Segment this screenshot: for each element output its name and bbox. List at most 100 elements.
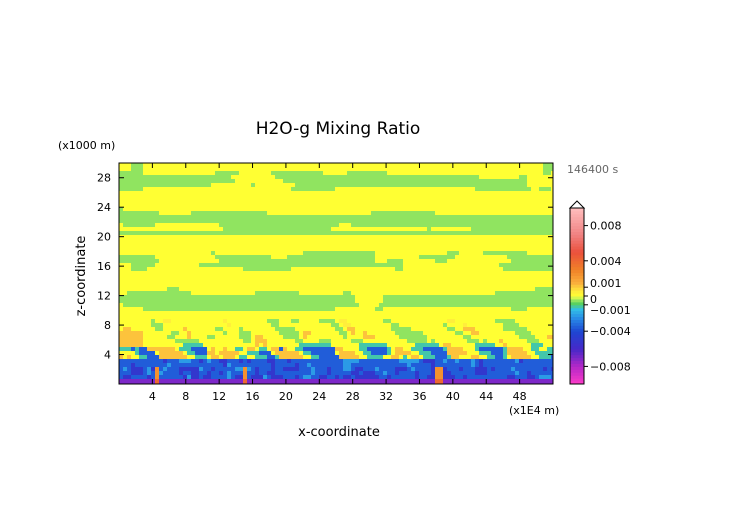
heatmap-cell	[391, 199, 396, 204]
heatmap-cell	[519, 335, 524, 340]
heatmap-cell	[447, 175, 452, 180]
heatmap-cell	[223, 335, 228, 340]
heatmap-cell	[183, 207, 188, 212]
heatmap-cell	[323, 251, 328, 256]
heatmap-cell	[291, 179, 296, 184]
heatmap-cell	[431, 299, 436, 304]
heatmap-cell	[231, 195, 236, 200]
heatmap-cell	[331, 191, 336, 196]
heatmap-cell	[123, 335, 128, 340]
heatmap-cell	[195, 227, 200, 232]
heatmap-cell	[239, 279, 244, 284]
heatmap-cell	[283, 163, 288, 168]
heatmap-cell	[131, 203, 136, 208]
heatmap-cell	[215, 203, 220, 208]
heatmap-cell	[447, 191, 452, 196]
heatmap-cell	[215, 251, 220, 256]
heatmap-cell	[515, 255, 520, 260]
heatmap-cell	[327, 247, 332, 252]
heatmap-cell	[491, 163, 496, 168]
heatmap-cell	[175, 327, 180, 332]
heatmap-cell	[371, 239, 376, 244]
heatmap-cell	[243, 291, 248, 296]
heatmap-cell	[119, 291, 124, 296]
heatmap-cell	[315, 295, 320, 300]
heatmap-cell	[323, 283, 328, 288]
heatmap-cell	[547, 247, 552, 252]
heatmap-cell	[239, 267, 244, 272]
heatmap-cell	[431, 331, 436, 336]
heatmap-cell	[275, 175, 280, 180]
heatmap-cell	[499, 255, 504, 260]
heatmap-cell	[415, 263, 420, 268]
heatmap-cell	[119, 267, 124, 272]
heatmap-cell	[143, 299, 148, 304]
heatmap-cell	[375, 287, 380, 292]
heatmap-cell	[423, 219, 428, 224]
heatmap-cell	[135, 243, 140, 248]
heatmap-cell	[259, 307, 264, 312]
heatmap-cell	[279, 235, 284, 240]
heatmap-cell	[331, 279, 336, 284]
heatmap-cell	[467, 223, 472, 228]
heatmap-cell	[495, 299, 500, 304]
heatmap-cell	[143, 335, 148, 340]
heatmap-cell	[167, 311, 172, 316]
heatmap-cell	[179, 323, 184, 328]
heatmap-cell	[219, 327, 224, 332]
heatmap-cell	[155, 203, 160, 208]
heatmap-cell	[411, 231, 416, 236]
heatmap-cell	[147, 251, 152, 256]
heatmap-cell	[347, 295, 352, 300]
heatmap-cell	[155, 267, 160, 272]
heatmap-cell	[419, 171, 424, 176]
heatmap-cell	[395, 183, 400, 188]
heatmap-cell	[435, 255, 440, 260]
heatmap-cell	[131, 243, 136, 248]
heatmap-cell	[499, 315, 504, 320]
heatmap-cell	[123, 323, 128, 328]
heatmap-cell	[547, 275, 552, 280]
heatmap-cell	[495, 295, 500, 300]
heatmap-cell	[407, 327, 412, 332]
heatmap-cell	[343, 207, 348, 212]
heatmap-cell	[159, 191, 164, 196]
heatmap-cell	[159, 243, 164, 248]
heatmap-cell	[431, 287, 436, 292]
heatmap-cell	[467, 231, 472, 236]
heatmap-cell	[135, 303, 140, 308]
heatmap-cell	[343, 331, 348, 336]
heatmap-cell	[271, 343, 276, 348]
heatmap-cell	[539, 319, 544, 324]
heatmap-cell	[455, 215, 460, 220]
heatmap-cell	[343, 239, 348, 244]
heatmap-cell	[483, 331, 488, 336]
heatmap-cell	[391, 275, 396, 280]
heatmap-cell	[283, 319, 288, 324]
heatmap-cell	[279, 175, 284, 180]
heatmap-cell	[143, 183, 148, 188]
heatmap-cell	[311, 223, 316, 228]
heatmap-cell	[479, 203, 484, 208]
heatmap-cell	[159, 303, 164, 308]
heatmap-cell	[551, 167, 553, 172]
heatmap-cell	[311, 175, 316, 180]
heatmap-cell	[507, 179, 512, 184]
heatmap-cell	[435, 307, 440, 312]
heatmap-cell	[287, 295, 292, 300]
heatmap-cell	[463, 315, 468, 320]
heatmap-cell	[535, 251, 540, 256]
heatmap-cell	[139, 171, 144, 176]
heatmap-cell	[411, 187, 416, 192]
heatmap-cell	[247, 263, 252, 268]
heatmap-cell	[223, 299, 228, 304]
heatmap-cell	[499, 167, 504, 172]
heatmap-cell	[119, 195, 124, 200]
heatmap-cell	[275, 171, 280, 176]
heatmap-cell	[499, 283, 504, 288]
heatmap-cell	[355, 163, 360, 168]
heatmap-cell	[307, 275, 312, 280]
heatmap-cell	[251, 235, 256, 240]
heatmap-cell	[403, 203, 408, 208]
heatmap-cell	[235, 307, 240, 312]
